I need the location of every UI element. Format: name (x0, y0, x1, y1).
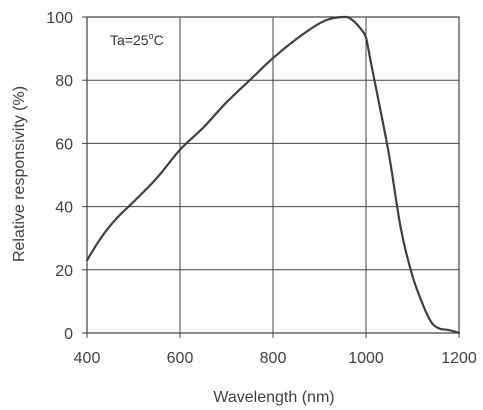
y-tick-label: 20 (55, 263, 73, 280)
y-tick-label: 100 (46, 10, 73, 27)
y-tick-label: 60 (55, 136, 73, 153)
y-tick-label: 0 (64, 326, 73, 343)
temperature-annotation: Ta=25oC (110, 31, 164, 48)
x-tick-label: 400 (74, 350, 101, 367)
y-tick-label: 40 (55, 200, 73, 217)
x-tick-label: 600 (167, 350, 194, 367)
x-axis-title: Wavelength (nm) (213, 389, 334, 406)
y-axis-title: Relative responsivity (%) (11, 86, 28, 262)
annotation-unit: C (154, 32, 164, 48)
series-line (85, 15, 461, 335)
x-tick-label: 1000 (348, 350, 384, 367)
grid (87, 17, 459, 333)
annotation-main: Ta=25 (110, 32, 149, 48)
tick-labels: 400 600 800 1000 1200 0 20 40 60 80 100 (46, 10, 477, 367)
annotation-superscript: o (149, 31, 154, 41)
y-tick-label: 80 (55, 73, 73, 90)
x-tick-label: 800 (260, 350, 287, 367)
x-tick-label: 1200 (441, 350, 477, 367)
